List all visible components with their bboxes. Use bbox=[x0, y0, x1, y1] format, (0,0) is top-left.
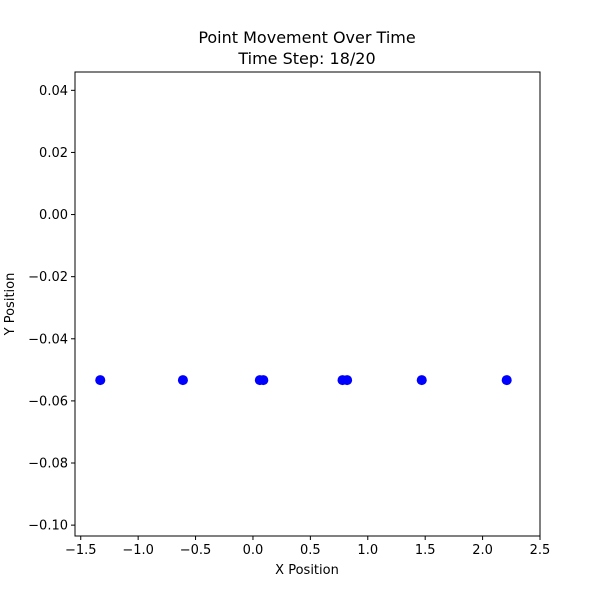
y-tick-label: 0.02 bbox=[39, 146, 68, 161]
y-tick-label: 0.04 bbox=[39, 84, 68, 99]
x-tick-label: 2.5 bbox=[530, 543, 551, 558]
y-axis-label: Y Position bbox=[3, 273, 18, 337]
plot-area bbox=[74, 71, 541, 537]
y-tick-label: −0.06 bbox=[28, 394, 68, 409]
x-axis: −1.5 −1.0 −0.5 0.0 0.5 1.0 1.5 2.0 2.5 bbox=[65, 536, 550, 558]
y-tick-label: −0.04 bbox=[28, 332, 68, 347]
x-tick-label: −1.0 bbox=[122, 543, 154, 558]
x-tick-label: −1.5 bbox=[65, 543, 97, 558]
y-tick-label: −0.02 bbox=[28, 270, 68, 285]
data-point bbox=[342, 375, 353, 386]
plot-frame bbox=[74, 71, 541, 537]
x-tick-label: 0.0 bbox=[243, 543, 264, 558]
data-point bbox=[95, 375, 106, 386]
y-axis: 0.04 0.02 0.00 −0.02 −0.04 −0.06 −0.08 −0.10 bbox=[28, 84, 75, 534]
x-tick-label: 1.0 bbox=[357, 543, 378, 558]
x-tick-label: 0.5 bbox=[300, 543, 321, 558]
x-tick-label: 1.5 bbox=[415, 543, 436, 558]
y-tick-label: −0.08 bbox=[28, 457, 68, 472]
y-tick-label: 0.00 bbox=[39, 208, 68, 223]
data-point bbox=[177, 375, 188, 386]
data-point bbox=[501, 375, 512, 386]
points-layer bbox=[95, 375, 512, 386]
x-axis-label: X Position bbox=[275, 563, 339, 578]
data-point bbox=[258, 375, 269, 386]
chart-title-line1: Point Movement Over Time bbox=[198, 28, 415, 47]
x-tick-label: 2.0 bbox=[472, 543, 493, 558]
data-point bbox=[416, 375, 427, 386]
chart-title-line2: Time Step: 18/20 bbox=[237, 49, 375, 68]
y-tick-label: −0.10 bbox=[28, 519, 68, 534]
x-tick-label: −0.5 bbox=[180, 543, 212, 558]
